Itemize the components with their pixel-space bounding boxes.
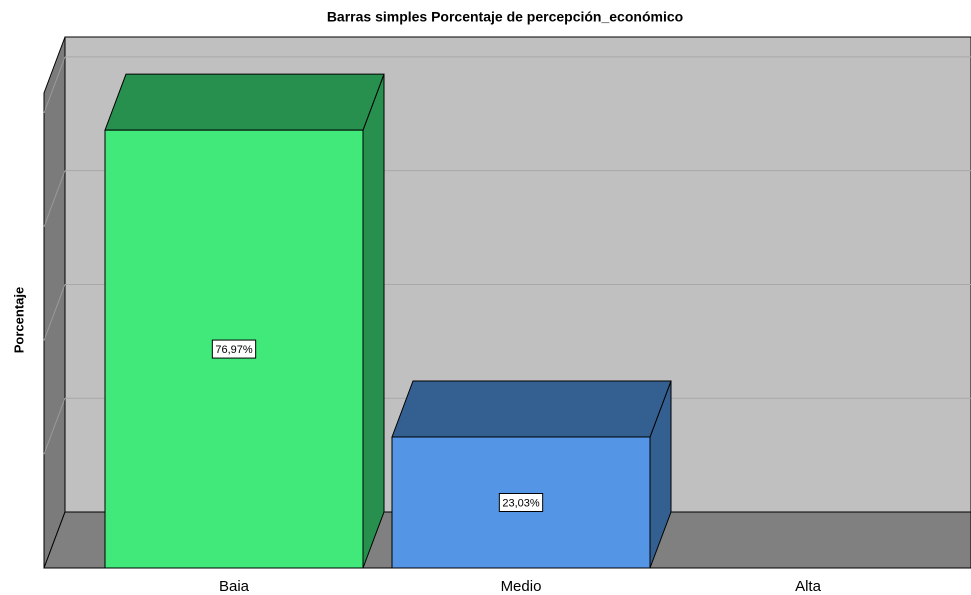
grid-line (43, 398, 66, 455)
bar (104, 73, 385, 569)
bar-side (362, 73, 385, 569)
value-label: 76,97% (215, 344, 253, 356)
y-axis-label: Porcentaje (11, 287, 26, 353)
bar-top (391, 380, 672, 438)
side-wall (43, 36, 66, 569)
x-tick-label: Baia (219, 578, 250, 595)
value-label-box (498, 492, 544, 512)
bar-top (104, 73, 385, 131)
grid-line (43, 170, 66, 227)
x-tick-label: Medio (501, 578, 542, 595)
grid-line (43, 56, 66, 114)
chart-title: Barras simples Porcentaje de percepción_… (327, 9, 683, 25)
bar (391, 380, 672, 569)
grid-line (43, 284, 66, 341)
value-label-box (211, 339, 257, 359)
x-tick-label: Alta (795, 578, 822, 595)
value-label: 23,03% (502, 497, 540, 509)
